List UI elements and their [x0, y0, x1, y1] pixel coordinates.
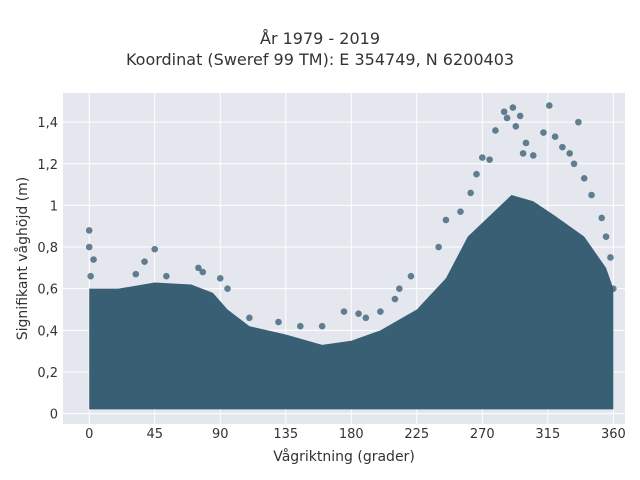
x-tick-label: 225 — [404, 427, 429, 442]
data-point — [199, 268, 207, 276]
y-tick-label: 0,4 — [37, 324, 58, 339]
data-point — [435, 243, 442, 251]
data-point — [503, 114, 511, 122]
data-point — [132, 270, 140, 278]
y-tick-label: 1,4 — [37, 116, 58, 131]
data-point — [473, 170, 480, 178]
data-point — [85, 227, 93, 234]
data-point — [141, 258, 148, 265]
x-tick-label: 90 — [212, 427, 229, 442]
data-point — [246, 314, 253, 322]
data-point — [318, 322, 326, 330]
x-tick-label: 270 — [470, 427, 495, 442]
data-point — [566, 150, 573, 157]
data-point — [500, 108, 508, 116]
data-point — [522, 139, 530, 147]
data-point — [407, 272, 415, 280]
data-point — [588, 191, 595, 199]
data-point — [391, 295, 399, 303]
data-point — [559, 143, 566, 151]
y-tick-label: 0,2 — [37, 366, 58, 381]
data-point — [509, 104, 517, 111]
y-tick-label: 0,6 — [37, 283, 58, 298]
data-point — [85, 243, 93, 251]
y-tick-label: 1 — [50, 199, 58, 214]
y-tick-label: 1,2 — [37, 158, 58, 173]
data-point — [512, 123, 520, 130]
data-point — [362, 314, 370, 322]
data-point — [575, 118, 582, 126]
data-point — [467, 189, 474, 197]
chart-subtitle: Koordinat (Sweref 99 TM): E 354749, N 62… — [125, 50, 515, 69]
point-density-band — [89, 195, 614, 410]
x-tick-label: 360 — [601, 427, 626, 442]
x-axis-label: Vågriktning (grader) — [273, 448, 415, 465]
data-point — [610, 285, 617, 292]
data-point — [529, 152, 537, 159]
y-axis-label: Signifikant våghöjd (m) — [14, 177, 31, 340]
data-point — [216, 274, 224, 282]
data-point — [275, 318, 282, 326]
data-point — [486, 156, 493, 163]
data-points — [85, 102, 617, 330]
y-tick-label: 0,8 — [37, 241, 58, 256]
data-point — [163, 272, 170, 280]
data-point — [540, 129, 547, 136]
data-point — [377, 308, 384, 315]
x-tick-label: 135 — [273, 427, 298, 442]
data-point — [442, 216, 450, 224]
data-point — [519, 150, 527, 157]
data-point — [396, 285, 403, 292]
data-point — [598, 214, 606, 222]
data-point — [355, 310, 362, 317]
data-point — [297, 322, 304, 330]
data-point — [151, 245, 159, 253]
data-point — [570, 160, 578, 168]
x-tick-label: 315 — [535, 427, 560, 442]
data-point — [479, 154, 486, 161]
data-point — [580, 175, 588, 182]
data-point — [457, 208, 464, 215]
x-tick-label: 45 — [146, 427, 163, 442]
data-point — [545, 102, 553, 109]
chart-title: År 1979 - 2019 — [260, 29, 380, 48]
y-tick-label: 0 — [50, 408, 58, 423]
data-point — [195, 264, 202, 272]
data-point — [340, 308, 348, 315]
data-point — [492, 127, 499, 134]
data-point — [516, 112, 524, 120]
data-point — [224, 285, 231, 292]
x-tick-label: 0 — [85, 427, 93, 442]
data-point — [551, 133, 559, 141]
axis-ticks: 0 45 90 135 180 225 270 315 360 0 0,2 0,4 0,6 0,8 1 1,2… — [37, 116, 625, 442]
data-point — [607, 254, 614, 261]
point-cloud — [89, 195, 614, 410]
data-point — [602, 233, 610, 240]
x-tick-label: 180 — [339, 427, 364, 442]
data-point — [87, 272, 94, 280]
data-point — [90, 256, 97, 263]
